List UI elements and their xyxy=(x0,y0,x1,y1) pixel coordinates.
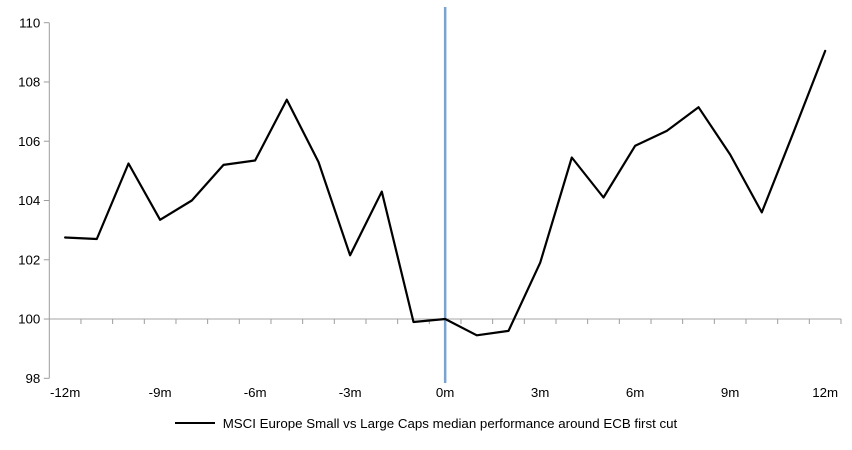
x-tick-label: 12m xyxy=(812,385,838,400)
x-axis-ticks xyxy=(80,319,842,325)
x-tick-label: -12m xyxy=(50,385,80,400)
x-tick-label: -6m xyxy=(244,385,267,400)
y-axis-tick-labels: 110 108 106 104 102 100 98 xyxy=(18,15,40,386)
y-tick-label: 102 xyxy=(18,252,40,267)
y-tick-label: 98 xyxy=(26,371,41,386)
x-tick-label: 9m xyxy=(721,385,739,400)
x-axis-tick-labels: -12m -9m -6m -3m 0m 3m 6m 9m 12m xyxy=(50,385,838,400)
x-tick-label: -3m xyxy=(339,385,362,400)
series-polyline xyxy=(63,49,827,337)
x-tick-label: 3m xyxy=(531,385,549,400)
legend-line-swatch xyxy=(174,422,215,424)
y-tick-label: 110 xyxy=(19,15,40,30)
legend-label: MSCI Europe Small vs Large Caps median p… xyxy=(222,415,678,431)
y-axis xyxy=(43,22,50,379)
performance-series-line xyxy=(63,49,827,337)
y-tick-label: 104 xyxy=(18,193,40,208)
y-tick-label: 100 xyxy=(18,312,40,327)
x-tick-label: -9m xyxy=(149,385,172,400)
y-tick-label: 108 xyxy=(18,75,40,90)
x-tick-label: 6m xyxy=(626,385,644,400)
x-tick-label: 0m xyxy=(436,385,454,400)
y-tick-label: 106 xyxy=(18,134,40,149)
legend: MSCI Europe Small vs Large Caps median p… xyxy=(0,414,852,432)
